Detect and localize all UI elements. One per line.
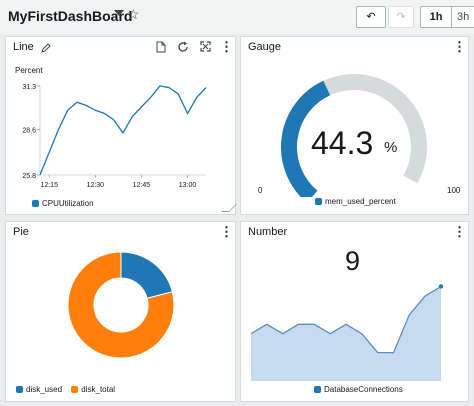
number-value: 9 bbox=[345, 246, 361, 276]
chevron-down-icon[interactable] bbox=[114, 10, 124, 16]
y-tick-label: 28.6 bbox=[22, 128, 36, 135]
time-range-1h[interactable]: 1h bbox=[429, 11, 443, 23]
document-icon[interactable] bbox=[156, 41, 166, 53]
pie-widget-menu-icon[interactable]: ⋮ bbox=[220, 224, 233, 239]
undo-button[interactable]: ↶ bbox=[356, 6, 386, 28]
gauge-widget: Gauge ⋮ 44.3 % 0 100 mem_used_percent bbox=[240, 36, 469, 215]
line-ylabel: Percent bbox=[15, 66, 43, 75]
line-legend-label: CPUUtilization bbox=[42, 199, 94, 208]
area-fill bbox=[251, 286, 441, 381]
time-range-selector: 1h 3h bbox=[420, 6, 474, 28]
x-tick-label: 12:45 bbox=[133, 182, 151, 189]
legend-swatch bbox=[314, 386, 321, 393]
line-widget: Line ⋮ Percent 31.3 28.6 25.8 12:15 12:30 12… bbox=[5, 36, 237, 215]
number-widget: Number ⋮ 9 DatabaseConnections bbox=[240, 221, 469, 402]
refresh-icon[interactable] bbox=[177, 41, 189, 53]
fullscreen-icon[interactable] bbox=[200, 41, 211, 52]
legend-swatch-used bbox=[16, 386, 23, 393]
donut-chart bbox=[67, 251, 175, 359]
pie-legend: disk_used disk_total bbox=[16, 385, 115, 394]
area-line bbox=[250, 285, 442, 354]
line-widget-menu-icon[interactable]: ⋮ bbox=[220, 39, 233, 54]
gauge-legend-label: mem_used_percent bbox=[325, 197, 396, 206]
legend-swatch bbox=[315, 198, 322, 205]
number-legend-label: DatabaseConnections bbox=[324, 385, 403, 394]
legend-swatch bbox=[32, 200, 39, 207]
dashboard-header: MyFirstDashBoard ☆ ↶ ↷ 1h 3h bbox=[0, 0, 474, 34]
resize-handle[interactable] bbox=[221, 204, 237, 212]
edit-pencil-icon[interactable] bbox=[41, 43, 51, 53]
x-tick-label: 12:15 bbox=[40, 182, 58, 189]
redo-button: ↷ bbox=[388, 6, 414, 28]
gauge-value: 44.3 bbox=[311, 125, 374, 161]
y-tick-label: 31.3 bbox=[22, 84, 36, 91]
number-legend: DatabaseConnections bbox=[314, 385, 403, 394]
x-tick-label: 13:00 bbox=[179, 182, 197, 189]
gauge-max-label: 100 bbox=[447, 186, 461, 195]
gauge-min-label: 0 bbox=[258, 186, 263, 195]
gauge-widget-title: Gauge bbox=[248, 41, 282, 53]
line-widget-title: Line bbox=[13, 41, 34, 53]
last-point-marker bbox=[438, 284, 444, 289]
donut-slice-disk_used bbox=[120, 251, 173, 299]
dashboard-title[interactable]: MyFirstDashBoard bbox=[8, 8, 133, 24]
pie-widget: Pie ⋮ disk_used disk_total bbox=[5, 221, 236, 402]
gauge-legend: mem_used_percent bbox=[315, 197, 396, 206]
segment-divider bbox=[451, 7, 452, 27]
pie-legend-total: disk_total bbox=[81, 385, 116, 394]
favorite-star-icon[interactable]: ☆ bbox=[127, 6, 140, 22]
number-widget-title: Number bbox=[248, 226, 288, 238]
gauge-unit: % bbox=[384, 139, 398, 156]
y-tick-label: 25.8 bbox=[22, 173, 36, 180]
gauge-value-arc bbox=[281, 80, 331, 197]
gauge-chart bbox=[281, 74, 427, 197]
x-tick-label: 12:30 bbox=[87, 182, 105, 189]
number-widget-menu-icon[interactable]: ⋮ bbox=[453, 224, 466, 239]
time-range-3h[interactable]: 3h bbox=[457, 11, 470, 23]
cpu-series-line bbox=[39, 85, 207, 176]
legend-swatch-total bbox=[71, 386, 79, 393]
pie-legend-used: disk_used bbox=[26, 385, 63, 394]
undo-icon: ↶ bbox=[366, 11, 376, 23]
line-chart: 31.3 28.6 25.8 12:15 12:30 12:45 13:00 bbox=[22, 84, 207, 189]
redo-icon: ↷ bbox=[396, 11, 406, 23]
line-legend: CPUUtilization bbox=[32, 199, 94, 208]
pie-widget-title: Pie bbox=[13, 226, 29, 238]
area-sparkline bbox=[250, 284, 444, 381]
donut-slice-disk_total bbox=[67, 251, 175, 359]
gauge-widget-menu-icon[interactable]: ⋮ bbox=[453, 39, 466, 54]
